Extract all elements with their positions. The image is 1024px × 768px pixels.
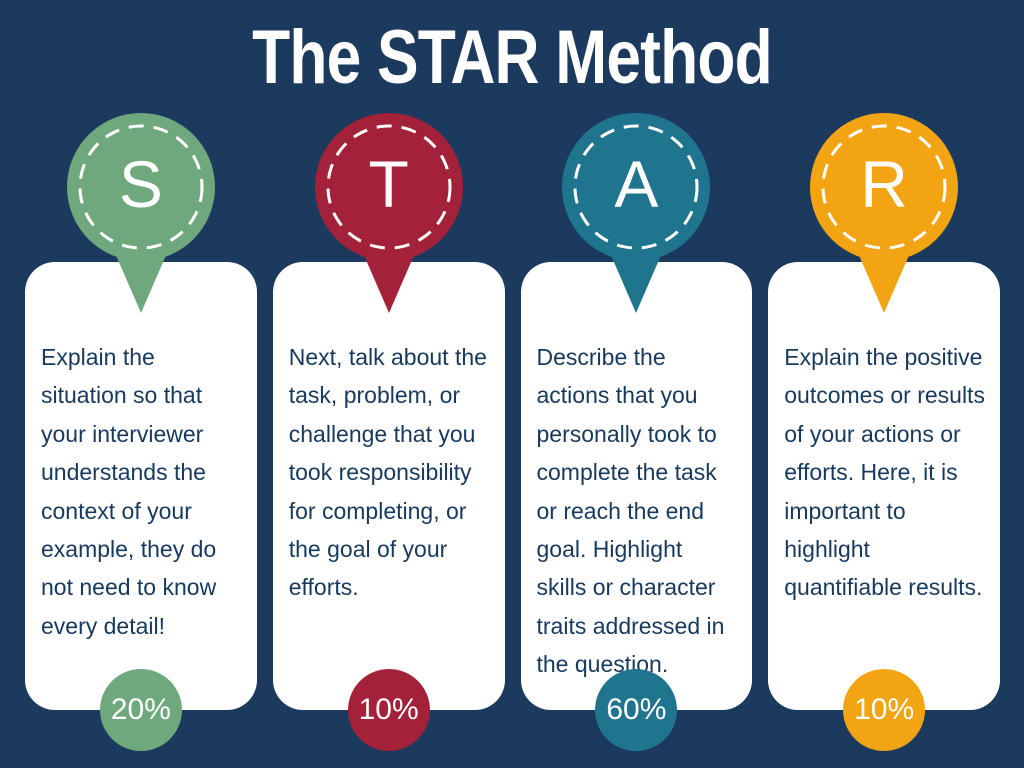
description-card: Explain the positive outcomes or results… — [768, 262, 1000, 710]
description-text: Explain the situation so that your inter… — [41, 344, 217, 639]
pin-circle: R — [810, 113, 959, 261]
pin-circle: S — [66, 113, 215, 261]
column-task: T Next, talk about the task, problem, or… — [272, 113, 505, 751]
pin-letter: R — [860, 146, 908, 221]
pin-letter: S — [118, 146, 163, 221]
dashed-ring-icon — [326, 124, 452, 250]
description-card: Describe the actions that you personally… — [520, 262, 753, 710]
pin-circle: A — [562, 113, 711, 261]
percentage-badge: 20% — [99, 669, 182, 751]
percentage-label: 60% — [606, 693, 667, 726]
pin-tail — [114, 253, 167, 313]
pin-tail — [610, 253, 663, 313]
description-card: Explain the situation so that your inter… — [25, 262, 257, 710]
dashed-ring-icon — [821, 124, 947, 250]
description-text: Explain the positive outcomes or results… — [784, 344, 985, 601]
column-situation: S Explain the situation so that your int… — [25, 113, 257, 751]
description-text: Next, talk about the task, problem, or c… — [288, 344, 487, 601]
pin-circle: T — [314, 113, 463, 261]
percentage-badge: 10% — [347, 669, 430, 751]
description-text: Describe the actions that you personally… — [536, 344, 725, 678]
pin-tail — [362, 253, 415, 313]
dashed-ring-icon — [573, 124, 699, 250]
column-result: R Explain the positive outcomes or resul… — [768, 113, 1000, 751]
percentage-badge: 10% — [843, 669, 926, 751]
page-title: The STAR Method — [252, 15, 772, 100]
dashed-ring-icon — [78, 124, 204, 250]
column-action: A Describe the actions that you personal… — [520, 113, 753, 751]
columns-container: S Explain the situation so that your int… — [25, 113, 1000, 751]
pin-letter: A — [614, 146, 659, 221]
percentage-label: 20% — [110, 693, 171, 726]
pin-letter: T — [368, 146, 409, 221]
percentage-label: 10% — [358, 693, 419, 726]
percentage-badge: 60% — [595, 669, 678, 751]
pin-tail — [858, 253, 911, 313]
percentage-label: 10% — [854, 693, 915, 726]
description-card: Next, talk about the task, problem, or c… — [272, 262, 505, 710]
